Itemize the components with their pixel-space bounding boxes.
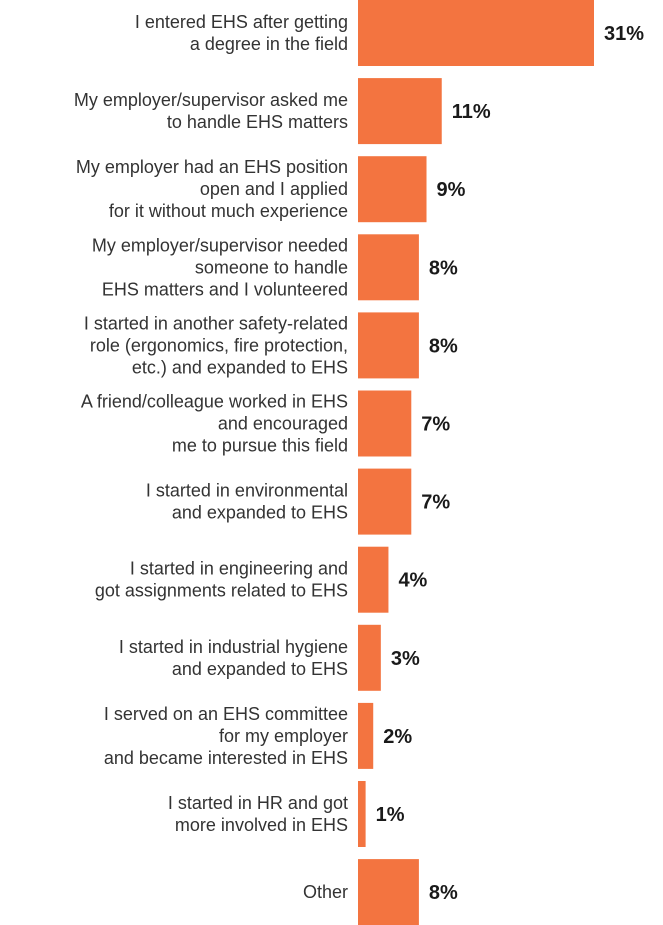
value-label-10: 2% [383, 726, 412, 748]
category-label-line: more involved in EHS [175, 815, 348, 835]
value-label-4: 8% [429, 257, 458, 279]
bar-8 [358, 547, 388, 613]
category-label-line: My employer/supervisor needed [92, 235, 348, 255]
category-label-8: I started in engineering and got assignme… [95, 559, 348, 601]
category-label-2: My employer/supervisor asked me to handle… [74, 90, 348, 132]
category-label-line: me to pursue this field [172, 436, 348, 456]
bar-7 [358, 469, 411, 535]
category-labels: I entered EHS after getting a degree in t… [74, 12, 348, 902]
category-label-11: I started in HR and got more involved in … [168, 793, 348, 835]
category-label-line: I started in another safety-related [84, 313, 348, 333]
category-label-line: and became interested in EHS [104, 748, 348, 768]
category-label-line: My employer had an EHS position [76, 157, 348, 177]
category-label-line: A friend/colleague worked in EHS [81, 392, 348, 412]
category-label-5: I started in another safety-related role … [84, 313, 348, 377]
category-label-line: and expanded to EHS [172, 503, 348, 523]
category-label-line: someone to handle [195, 257, 348, 277]
category-label-line: I served on an EHS committee [104, 704, 348, 724]
bar-10 [358, 703, 373, 769]
value-label-1: 31% [604, 23, 644, 45]
category-label-line: got assignments related to EHS [95, 581, 348, 601]
bar-1 [358, 0, 594, 66]
bar-3 [358, 156, 427, 222]
category-label-7: I started in environmental and expanded t… [146, 481, 348, 523]
value-label-8: 4% [398, 570, 427, 592]
category-label-line: a degree in the field [190, 34, 348, 54]
value-label-6: 7% [421, 414, 450, 436]
category-label-line: EHS matters and I volunteered [102, 279, 348, 299]
category-label-line: for my employer [219, 726, 348, 746]
value-label-12: 8% [429, 882, 458, 904]
category-label-line: etc.) and expanded to EHS [132, 357, 348, 377]
category-label-12: Other [303, 882, 348, 902]
category-label-line: and encouraged [218, 414, 348, 434]
value-label-9: 3% [391, 648, 420, 670]
category-label-line: open and I applied [200, 179, 348, 199]
bar-4 [358, 234, 419, 300]
category-label-10: I served on an EHS committee for my emplo… [104, 704, 348, 768]
bar-9 [358, 625, 381, 691]
category-label-3: My employer had an EHS position open and … [76, 157, 348, 221]
category-label-line: I started in environmental [146, 481, 348, 501]
value-label-5: 8% [429, 335, 458, 357]
category-label-line: My employer/supervisor asked me [74, 90, 348, 110]
bar-12 [358, 859, 419, 925]
bar-2 [358, 78, 442, 144]
bar-6 [358, 391, 411, 457]
bar-11 [358, 781, 366, 847]
category-label-line: I started in HR and got [168, 793, 348, 813]
category-label-9: I started in industrial hygiene and expan… [119, 637, 348, 679]
category-label-line: I started in engineering and [130, 559, 348, 579]
category-label-line: for it without much experience [109, 201, 348, 221]
category-label-line: I started in industrial hygiene [119, 637, 348, 657]
category-label-line: Other [303, 882, 348, 902]
category-label-line: and expanded to EHS [172, 659, 348, 679]
category-label-6: A friend/colleague worked in EHS and enco… [81, 392, 348, 456]
value-labels: 31% 11% 9% 8% 8% 7% 7% 4% 3% 2% 1% 8% [376, 23, 645, 904]
category-label-line: role (ergonomics, fire protection, [90, 335, 348, 355]
bars [358, 0, 594, 925]
category-label-line: I entered EHS after getting [135, 12, 348, 32]
value-label-2: 11% [452, 101, 491, 123]
bar-5 [358, 312, 419, 378]
value-label-11: 1% [376, 804, 405, 826]
category-label-1: I entered EHS after getting a degree in t… [135, 12, 348, 54]
category-label-line: to handle EHS matters [167, 112, 348, 132]
category-label-4: My employer/supervisor needed someone to … [92, 235, 348, 299]
value-label-3: 9% [437, 179, 466, 201]
value-label-7: 7% [421, 492, 450, 514]
